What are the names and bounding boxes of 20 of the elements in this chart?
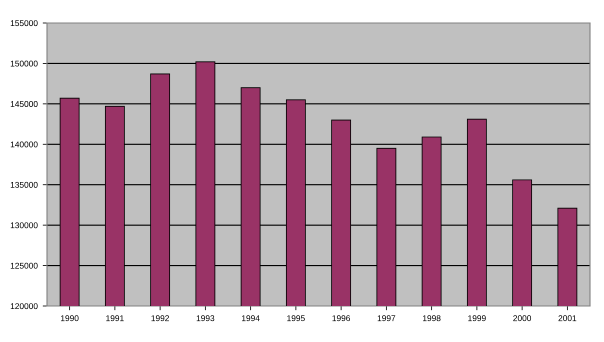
y-tick-label: 150000 bbox=[10, 60, 38, 67]
x-tick-label: 1991 bbox=[106, 315, 124, 322]
y-tick-label: 145000 bbox=[10, 101, 38, 107]
x-tick-label: 1996 bbox=[332, 315, 350, 322]
y-tick-label: 120000 bbox=[10, 303, 38, 310]
y-tick-label: 140000 bbox=[10, 141, 38, 148]
x-tick-label: 2000 bbox=[513, 315, 532, 322]
x-tick-label: 1990 bbox=[60, 315, 79, 322]
x-tick-label: 1997 bbox=[378, 315, 396, 322]
y-tick-label: 155000 bbox=[10, 20, 38, 26]
y-tick-label: 135000 bbox=[10, 182, 38, 188]
y-tick-label: 130000 bbox=[10, 222, 38, 228]
x-tick-label: 1998 bbox=[422, 315, 441, 322]
x-tick-label: 1995 bbox=[287, 315, 305, 322]
x-tick-label: 2001 bbox=[558, 315, 576, 322]
y-tick-label: 125000 bbox=[10, 262, 38, 269]
x-tick-label: 1999 bbox=[468, 315, 486, 322]
x-tick-label: 1994 bbox=[242, 315, 260, 322]
x-tick-label: 1993 bbox=[196, 315, 214, 322]
x-tick-label: 1992 bbox=[151, 315, 169, 322]
